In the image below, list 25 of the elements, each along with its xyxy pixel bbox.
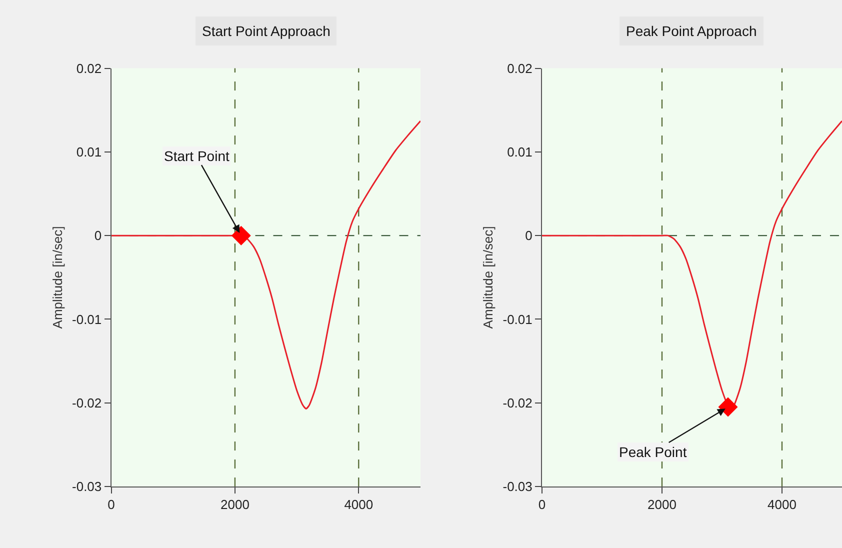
y-tick-label: 0.01 [507, 144, 532, 160]
y-tick-label: 0.01 [76, 144, 102, 160]
chart-title: Start Point Approach [202, 23, 330, 39]
y-tick-label: 0.02 [76, 60, 102, 76]
y-axis-title: Amplitude [in/sec] [50, 226, 65, 329]
chart-title: Peak Point Approach [626, 23, 757, 39]
x-tick-label: 2000 [220, 497, 250, 512]
annotation: Peak Point [619, 444, 687, 460]
y-tick-label: 0 [525, 228, 532, 244]
y-tick-label: 0.02 [507, 60, 532, 76]
y-tick-label: -0.01 [502, 312, 532, 327]
y-axis-title: Amplitude [in/sec] [480, 226, 496, 329]
y-tick-label: -0.02 [502, 395, 532, 410]
x-tick-label: 4000 [768, 497, 796, 512]
y-tick-label: -0.01 [72, 312, 102, 327]
annotation: Start Point [164, 148, 230, 164]
y-tick-label: -0.03 [502, 479, 532, 494]
line-series [111, 120, 420, 410]
x-tick-label: 0 [108, 497, 115, 512]
x-tick-label: 2000 [648, 497, 676, 512]
x-tick-label: 4000 [344, 497, 374, 512]
y-tick-label: 0 [94, 228, 102, 244]
y-tick-label: -0.02 [72, 395, 102, 410]
y-tick-label: -0.03 [72, 479, 102, 494]
x-tick-label: 0 [538, 497, 546, 512]
